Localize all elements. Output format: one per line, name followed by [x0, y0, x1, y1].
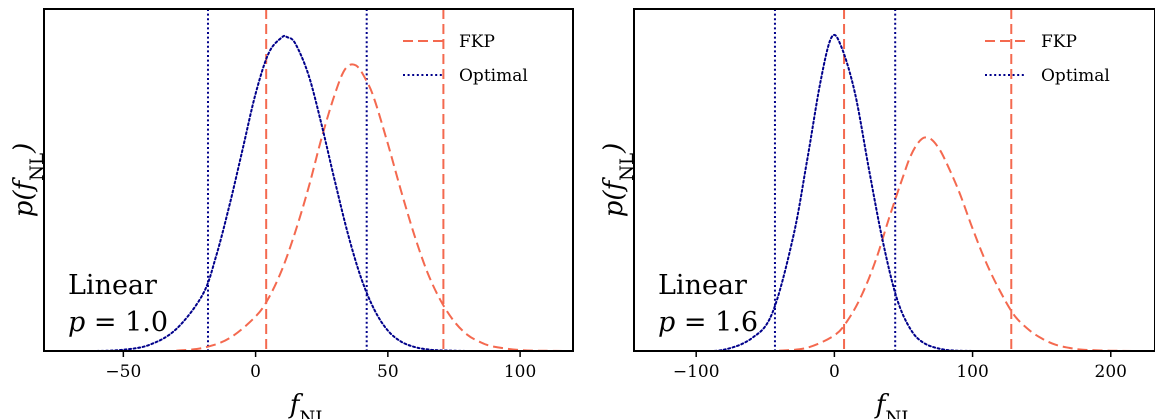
x-tick-label: −100 [673, 362, 720, 382]
axes-frame [43, 8, 574, 352]
x-tick-label: 100 [956, 362, 988, 382]
series-line-optimal [695, 33, 974, 351]
x-tick-label: 0 [829, 362, 840, 382]
y-axis-label: p(fNL) [599, 143, 638, 218]
y-axis-label: p(fNL) [9, 143, 48, 218]
x-tick-label: −50 [105, 362, 141, 382]
x-tick-label: 50 [377, 362, 399, 382]
chart-panel-left: −50 0 50 100 fNL p(fNL) Linear p = 1.0 FKP Optima… [9, 8, 574, 419]
annotation-line-2: p = 1.0 [68, 307, 168, 338]
x-axis-label: fNL [288, 390, 328, 419]
annotation-line-1: Linear [658, 270, 747, 301]
annotation-line-2: p = 1.6 [658, 307, 758, 338]
legend-label-optimal: Optimal [1041, 66, 1110, 86]
legend-label-fkp: FKP [1041, 32, 1077, 52]
y-axis-label-group: p(fNL) [599, 143, 638, 218]
plot-area [695, 9, 1155, 351]
series-line-fkp [778, 136, 1155, 351]
y-axis-label-group: p(fNL) [9, 143, 48, 218]
series-line-optimal [95, 34, 469, 351]
chart-panel-right: −100 0 100 200 fNL p(fNL) Linear p = 1.6 FKP Opti… [599, 8, 1155, 419]
legend-label-optimal: Optimal [459, 66, 528, 86]
x-axis-label: fNL [874, 390, 914, 419]
series-line-fkp [176, 63, 573, 351]
x-tick-label: 200 [1095, 362, 1127, 382]
x-tick-label: 0 [250, 362, 261, 382]
x-tick-label: 100 [504, 362, 536, 382]
annotation-line-1: Linear [68, 270, 157, 301]
legend-label-fkp: FKP [459, 32, 495, 52]
axes-frame [633, 8, 1155, 352]
plot-area [95, 9, 573, 351]
